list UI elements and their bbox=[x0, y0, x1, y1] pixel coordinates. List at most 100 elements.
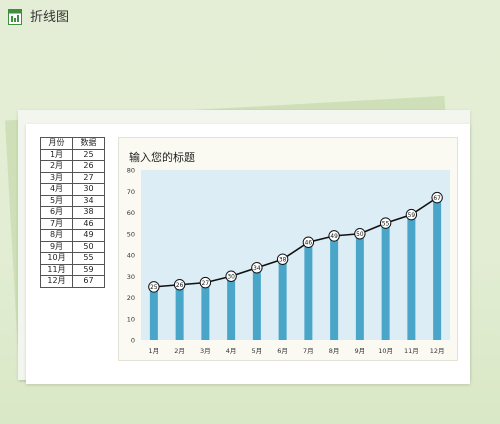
value-cell[interactable]: 38 bbox=[72, 206, 105, 219]
x-tick-label: 5月 bbox=[252, 347, 263, 355]
app-title: 折线图 bbox=[30, 10, 70, 25]
data-label: 26 bbox=[176, 283, 184, 289]
table-row: 7月 46 bbox=[40, 217, 105, 230]
x-tick-label: 2月 bbox=[174, 347, 185, 355]
month-cell[interactable]: 6月 bbox=[40, 206, 73, 219]
data-table: 月份 数据 1月 25 2月 26 3月 27 4月 30 5月 34 6月 38 7月 46… bbox=[40, 137, 105, 288]
bar bbox=[278, 259, 287, 340]
value-cell[interactable]: 26 bbox=[72, 160, 105, 173]
bar bbox=[433, 197, 442, 340]
month-cell[interactable]: 4月 bbox=[40, 183, 73, 196]
data-label: 27 bbox=[202, 281, 210, 287]
data-point bbox=[431, 191, 443, 204]
table-row: 3月 27 bbox=[40, 171, 105, 184]
y-tick-label: 10 bbox=[127, 315, 135, 323]
table-row: 6月 38 bbox=[40, 206, 105, 219]
bar bbox=[304, 242, 313, 340]
x-tick-label: 6月 bbox=[277, 347, 288, 355]
y-tick-label: 70 bbox=[127, 188, 135, 196]
y-tick-label: 60 bbox=[127, 209, 135, 217]
table-row: 4月 30 bbox=[40, 183, 105, 196]
table-row: 1月 25 bbox=[40, 148, 105, 161]
month-cell[interactable]: 12月 bbox=[40, 275, 73, 288]
x-tick-label: 11月 bbox=[404, 347, 419, 355]
x-tick-label: 8月 bbox=[329, 347, 340, 355]
x-tick-label: 3月 bbox=[200, 347, 211, 355]
month-cell[interactable]: 1月 bbox=[40, 148, 73, 161]
bar bbox=[227, 276, 236, 340]
bar bbox=[252, 267, 261, 340]
bar bbox=[381, 223, 390, 340]
value-cell[interactable]: 34 bbox=[72, 194, 105, 207]
x-tick-label: 7月 bbox=[303, 347, 314, 355]
value-cell[interactable]: 50 bbox=[72, 240, 105, 253]
value-cell[interactable]: 55 bbox=[72, 252, 105, 265]
data-point bbox=[302, 236, 315, 248]
y-tick-label: 20 bbox=[127, 294, 135, 302]
month-cell[interactable]: 3月 bbox=[40, 171, 73, 184]
value-cell[interactable]: 67 bbox=[72, 275, 105, 288]
data-point bbox=[405, 208, 418, 221]
bar bbox=[330, 235, 339, 340]
bar bbox=[175, 284, 184, 340]
month-cell[interactable]: 2月 bbox=[40, 160, 73, 173]
data-point bbox=[251, 262, 263, 274]
table-row: 5月 34 bbox=[40, 194, 105, 207]
column-header-value[interactable]: 数据 bbox=[72, 137, 105, 150]
month-cell[interactable]: 11月 bbox=[40, 263, 73, 276]
month-cell[interactable]: 8月 bbox=[40, 229, 73, 242]
x-tick-label: 9月 bbox=[355, 347, 366, 355]
data-label: 67 bbox=[433, 196, 441, 202]
column-header-month[interactable]: 月份 bbox=[40, 137, 73, 150]
data-point bbox=[225, 270, 237, 282]
value-cell[interactable]: 59 bbox=[72, 263, 105, 276]
table-row: 8月 49 bbox=[40, 229, 105, 242]
bar bbox=[407, 214, 416, 340]
chart-plot: 0 10 20 30 40 50 60 70 80 1月 2月 3月 4月 5月 6月 7月 8月 9月 10月 11… bbox=[127, 167, 450, 355]
table-header-row: 月份 数据 bbox=[40, 137, 105, 150]
spreadsheet-chart-icon bbox=[8, 9, 22, 25]
table-row: 9月 50 bbox=[40, 240, 105, 253]
x-tick-label: 10月 bbox=[378, 347, 393, 355]
value-cell[interactable]: 30 bbox=[72, 183, 105, 196]
data-label: 59 bbox=[408, 213, 416, 219]
month-cell[interactable]: 10月 bbox=[40, 252, 73, 265]
app-header: 折线图 bbox=[0, 0, 500, 34]
value-cell[interactable]: 25 bbox=[72, 148, 105, 161]
month-cell[interactable]: 5月 bbox=[40, 194, 73, 207]
data-point bbox=[199, 276, 212, 289]
bar bbox=[355, 233, 364, 340]
data-label: 25 bbox=[150, 285, 158, 291]
y-tick-label: 50 bbox=[127, 230, 135, 238]
data-label: 34 bbox=[253, 266, 261, 272]
y-tick-label: 80 bbox=[127, 167, 135, 175]
data-point bbox=[354, 228, 366, 240]
month-cell[interactable]: 7月 bbox=[40, 217, 73, 230]
y-tick-label: 30 bbox=[127, 273, 135, 281]
data-label: 49 bbox=[330, 234, 338, 240]
data-label: 55 bbox=[382, 221, 390, 227]
data-point bbox=[328, 230, 340, 242]
chart-area[interactable]: 输入您的标题 0 10 20 30 40 50 60 70 80 1月 2月 3月 4月 5月 6月 7月 8月… bbox=[118, 137, 458, 361]
table-row: 11月 59 bbox=[40, 263, 105, 276]
data-point bbox=[379, 217, 392, 229]
data-point bbox=[148, 281, 160, 293]
plot-background bbox=[141, 170, 450, 340]
data-label: 46 bbox=[305, 240, 313, 246]
data-label: 38 bbox=[279, 257, 287, 263]
bar bbox=[201, 282, 210, 340]
chart-title[interactable]: 输入您的标题 bbox=[129, 151, 195, 164]
table-row: 12月 67 bbox=[40, 275, 105, 288]
value-cell[interactable]: 49 bbox=[72, 229, 105, 242]
data-label: 50 bbox=[356, 232, 364, 238]
y-tick-label: 0 bbox=[131, 337, 135, 345]
table-row: 10月 55 bbox=[40, 252, 105, 265]
value-cell[interactable]: 46 bbox=[72, 217, 105, 230]
data-point bbox=[276, 253, 289, 265]
bar bbox=[149, 286, 158, 340]
value-cell[interactable]: 27 bbox=[72, 171, 105, 184]
table-row: 2月 26 bbox=[40, 160, 105, 173]
x-tick-label: 12月 bbox=[430, 347, 445, 355]
x-tick-label: 1月 bbox=[149, 347, 160, 355]
month-cell[interactable]: 9月 bbox=[40, 240, 73, 253]
